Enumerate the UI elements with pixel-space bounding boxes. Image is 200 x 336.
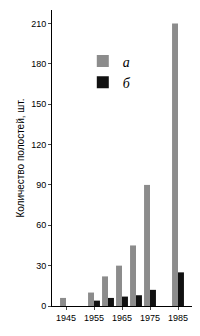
svg-text:1945: 1945 [56, 313, 76, 323]
svg-text:90: 90 [36, 180, 46, 190]
svg-text:1975: 1975 [140, 313, 160, 323]
svg-text:а: а [123, 55, 130, 70]
svg-text:б: б [123, 76, 131, 91]
svg-text:150: 150 [31, 99, 46, 109]
svg-text:30: 30 [36, 261, 46, 271]
svg-text:Количество полостей, шт.: Количество полостей, шт. [15, 98, 26, 217]
svg-text:1955: 1955 [84, 313, 104, 323]
svg-text:60: 60 [36, 220, 46, 230]
svg-text:1985: 1985 [168, 313, 188, 323]
svg-text:210: 210 [31, 19, 46, 29]
svg-text:1965: 1965 [112, 313, 132, 323]
svg-text:0: 0 [41, 301, 46, 311]
svg-text:180: 180 [31, 59, 46, 69]
svg-text:120: 120 [31, 140, 46, 150]
